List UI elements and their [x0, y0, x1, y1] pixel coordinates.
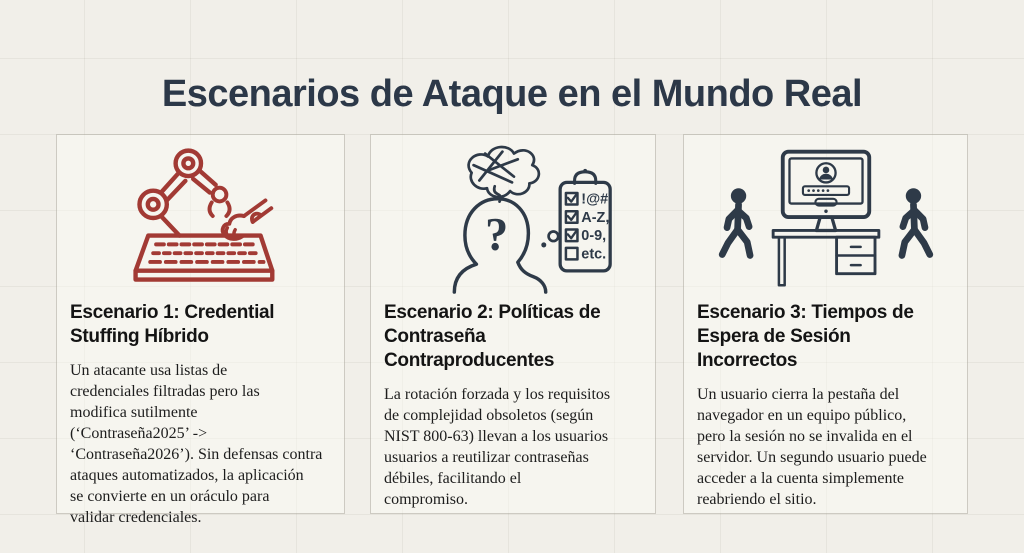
question-mark-glyph: ?	[485, 209, 508, 260]
scenario-2-content: Escenario 2: Políticas de Contraseña Con…	[371, 301, 655, 510]
checkbox-checked-icon	[564, 191, 579, 206]
robot-arm-keyboard-icon	[132, 148, 274, 282]
page-title: Escenarios de Ataque en el Mundo Real	[161, 73, 863, 116]
scenario-1-content: Escenario 1: Credential Stuffing Híbrido…	[57, 301, 344, 528]
checklist-item-4: etc.	[581, 246, 606, 262]
walking-person-icon	[898, 188, 933, 259]
scenario-2-heading: Escenario 2: Políticas de Contraseña Con…	[384, 302, 601, 371]
scribble-thoughts-icon	[467, 145, 541, 203]
checkbox-empty-icon	[564, 246, 579, 261]
checkbox-checked-icon	[564, 228, 579, 243]
scenario-card-3: Escenario 3: Tiempos de Espera de Sesión…	[683, 134, 968, 514]
checkbox-checked-icon	[564, 210, 579, 225]
scenario-2-icon-box: ? !@# A-Z,	[371, 135, 655, 301]
scenario-3-heading: Escenario 3: Tiempos de Espera de Sesión…	[697, 302, 914, 371]
shared-computer-session-icon	[718, 149, 933, 287]
password-checklist-clipboard-icon: !@# A-Z, 0-9, etc.	[558, 168, 612, 273]
confused-user-checklist-icon: ? !@# A-Z,	[452, 145, 612, 294]
scenario-3-content: Escenario 3: Tiempos de Espera de Sesión…	[684, 301, 967, 510]
checklist-item-1: !@#	[581, 192, 608, 208]
scenario-3-body: Un usuario cierra la pestaña del navegad…	[697, 386, 927, 508]
checklist-item-2: A-Z,	[581, 210, 609, 226]
scenario-card-2: ? !@# A-Z,	[370, 134, 656, 514]
scenario-1-icon-box	[57, 135, 344, 301]
desk-icon	[771, 229, 880, 287]
walking-person-icon	[718, 188, 753, 259]
scenario-card-1: Escenario 1: Credential Stuffing Híbrido…	[56, 134, 345, 526]
checklist-item-3: 0-9,	[581, 228, 606, 244]
scenario-1-heading: Escenario 1: Credential Stuffing Híbrido	[70, 302, 275, 347]
login-screen-monitor-icon	[780, 149, 871, 233]
scenario-1-body: Un atacante usa listas de credenciales f…	[70, 362, 323, 526]
scenario-3-icon-box	[684, 135, 967, 301]
scenario-2-body: La rotación forzada y los requisitos de …	[384, 386, 611, 508]
